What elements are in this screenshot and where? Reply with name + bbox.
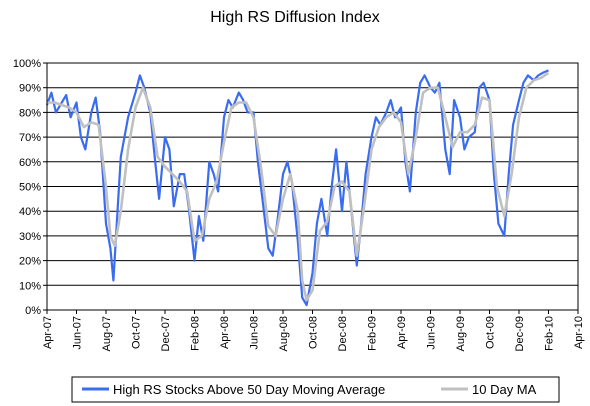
gridlines xyxy=(47,62,578,286)
y-tick-label: 60% xyxy=(19,157,41,169)
x-tick-label: Jun-07 xyxy=(72,316,84,350)
x-tick-label: Aug-07 xyxy=(101,316,113,351)
y-tick-label: 90% xyxy=(19,83,41,95)
y-tick-label: 100% xyxy=(13,58,41,70)
y-tick-label: 50% xyxy=(19,182,41,194)
legend-label-series-1: High RS Stocks Above 50 Day Moving Avera… xyxy=(113,382,385,397)
x-tick-label: Aug-08 xyxy=(278,316,290,351)
y-axis-ticks: 0% 10% 20% 30% 40% 50% 60% 70% 80% 90% 100% xyxy=(13,58,47,317)
x-tick-label: Oct-07 xyxy=(131,316,143,349)
x-tick-label: Dec-07 xyxy=(160,316,172,351)
series-lines xyxy=(45,69,550,307)
x-tick-label: Feb-10 xyxy=(544,316,556,351)
legend-box xyxy=(71,376,560,403)
y-tick-label: 80% xyxy=(19,107,41,119)
x-tick-label: Dec-08 xyxy=(337,316,349,351)
x-tick-label: Apr-09 xyxy=(396,316,408,349)
y-tick-label: 40% xyxy=(19,206,41,218)
x-tick-label: Feb-09 xyxy=(367,316,379,351)
x-tick-label: Apr-07 xyxy=(42,316,54,349)
y-tick-label: 0% xyxy=(25,305,41,317)
chart-title: High RS Diffusion Index xyxy=(210,9,380,26)
y-tick-label: 10% xyxy=(19,280,41,292)
x-tick-label: Oct-09 xyxy=(485,316,497,349)
x-tick-label: Oct-08 xyxy=(308,316,320,349)
y-tick-label: 70% xyxy=(19,132,41,144)
x-tick-label: Jun-09 xyxy=(426,316,438,350)
series-line-10-day-ma xyxy=(47,71,550,302)
plot-area-border xyxy=(46,62,579,311)
series-line-high-rs-stocks xyxy=(45,69,549,307)
x-tick-label: Feb-08 xyxy=(190,316,202,351)
y-tick-label: 20% xyxy=(19,256,41,268)
x-tick-label: Aug-09 xyxy=(455,316,467,351)
y-tick-label: 30% xyxy=(19,231,41,243)
x-tick-label: Dec-09 xyxy=(514,316,526,351)
legend: High RS Stocks Above 50 Day Moving Avera… xyxy=(71,376,560,403)
x-tick-label: Apr-10 xyxy=(573,316,585,349)
legend-label-series-2: 10 Day MA xyxy=(472,382,537,397)
x-axis-ticks: Apr-07 Jun-07 Aug-07 Oct-07 Dec-07 Feb-08 Apr-… xyxy=(42,310,585,351)
x-tick-label: Jun-08 xyxy=(249,316,261,350)
x-tick-label: Apr-08 xyxy=(219,316,231,349)
